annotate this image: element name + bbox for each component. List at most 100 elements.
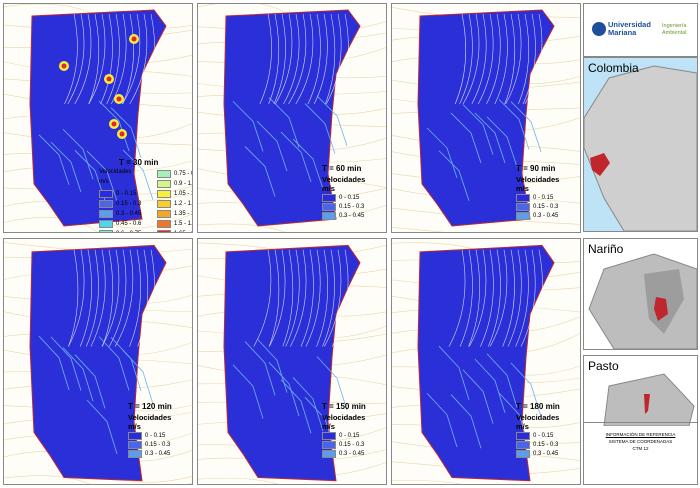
- basin-contour: [100, 13, 113, 105]
- basin-contour: [290, 249, 307, 347]
- basin-contour: [518, 13, 530, 105]
- basin-contour: [259, 13, 272, 105]
- stream: [256, 120, 288, 172]
- legend-item: 0.15 - 0.3: [128, 440, 172, 449]
- basin-contour: [74, 13, 92, 105]
- basin-contour: [494, 13, 508, 105]
- legend-item: 0.75 - 0.9: [157, 169, 192, 178]
- basin-contour: [454, 13, 467, 105]
- stream: [438, 345, 470, 401]
- stream: [268, 97, 300, 148]
- basin-contour: [269, 249, 286, 347]
- contour-line: [392, 479, 462, 484]
- basin-contour: [507, 249, 522, 347]
- university-logo-text: Universidad Mariana: [608, 20, 651, 37]
- time-label: T = 30 min: [119, 158, 159, 167]
- legend-unit: m/s: [516, 422, 529, 431]
- stream: [316, 356, 348, 411]
- info-title: INFORMACIÓN DE REFERENCIA: [605, 432, 676, 437]
- contour-line: [392, 227, 444, 232]
- legend-item: 0.6 - 0.75: [99, 229, 157, 232]
- basin-contour: [268, 249, 280, 347]
- coord-ctm: CTM 12: [632, 446, 649, 451]
- legend-item: 0.15 - 0.3: [516, 202, 559, 211]
- basin-contour: [325, 13, 336, 105]
- basin-contour: [469, 249, 487, 347]
- basin-contour: [324, 249, 342, 347]
- basin-contour: [486, 13, 501, 105]
- legend-item: 0 - 0.15: [128, 431, 172, 440]
- basin-contour: [137, 249, 149, 347]
- basin-highlight: [644, 394, 650, 414]
- basin-contour: [305, 249, 321, 347]
- time-label: T = 150 min: [322, 402, 366, 411]
- stream: [426, 393, 458, 448]
- basin-contour: [459, 249, 473, 347]
- basin-contour: [331, 249, 349, 347]
- stream: [86, 399, 118, 454]
- legend-item: 1.35 - 1.5: [157, 209, 192, 218]
- stream: [280, 379, 312, 434]
- stream: [510, 101, 542, 152]
- stream: [86, 150, 118, 202]
- basin-contour: [471, 13, 487, 105]
- narino-label: Nariño: [588, 242, 624, 256]
- basin-contour: [295, 13, 314, 105]
- legend-unit: m/s: [516, 184, 529, 193]
- basin-contour: [142, 249, 155, 347]
- basin-contour: [109, 249, 127, 347]
- basin-contour: [68, 249, 79, 347]
- stream: [50, 141, 82, 193]
- time-label: T = 180 min: [516, 402, 560, 411]
- legend-item: 0.3 - 0.45: [322, 449, 366, 458]
- basin-contour: [253, 249, 272, 347]
- legend-item: 1.65 - 1.8: [157, 229, 192, 232]
- legend-title: Velocidades: [516, 413, 560, 422]
- stream: [486, 116, 518, 168]
- pasto-highlight: [654, 297, 668, 321]
- legend-unit: m/s: [99, 179, 109, 185]
- coord-system: SISTEMA DE COORDENADAS: [608, 439, 673, 444]
- time-label: T = 120 min: [128, 402, 172, 411]
- basin-contour: [448, 249, 466, 347]
- basin-contour: [504, 13, 516, 105]
- basin-contour: [480, 249, 494, 347]
- legend-item: 0.3 - 0.45: [516, 211, 559, 220]
- pasto-label: Pasto: [588, 359, 619, 373]
- basin-contour: [477, 13, 494, 105]
- stream: [510, 362, 542, 417]
- legend-item: 0.15 - 0.3: [516, 440, 560, 449]
- stream: [280, 131, 312, 183]
- basin-contour: [102, 249, 114, 347]
- contour-line: [4, 216, 192, 232]
- basin-contour: [505, 13, 522, 105]
- basin-contour: [288, 13, 307, 105]
- basin-area: [29, 244, 167, 482]
- stream: [122, 350, 154, 405]
- basin-contour: [64, 13, 78, 105]
- basin-contour: [122, 13, 141, 105]
- basin-contour: [282, 249, 294, 347]
- basin-contour: [300, 249, 314, 347]
- basin-contour: [106, 13, 120, 105]
- stream: [486, 353, 518, 408]
- logo-box: Universidad Mariana Ingeniería Ambiental: [583, 3, 698, 57]
- basin-contour: [322, 249, 335, 347]
- narino-map: Nariño: [583, 238, 698, 350]
- basin-contour: [313, 13, 328, 105]
- basin-contour: [285, 249, 300, 347]
- basin-contour: [86, 249, 99, 347]
- legend-unit: m/s: [322, 422, 335, 431]
- basin-contour: [101, 249, 120, 347]
- legend-unit: m/s: [128, 422, 141, 431]
- narino-highlight: [590, 153, 610, 176]
- stream: [438, 150, 470, 201]
- legend-title: Velocidades: [516, 175, 560, 184]
- basin-contour: [488, 249, 501, 347]
- legend-item: 0.45 - 0.6: [99, 219, 157, 228]
- stream: [232, 364, 264, 419]
- stream: [450, 394, 482, 449]
- basin-contour: [307, 13, 321, 105]
- stream: [232, 101, 264, 152]
- basin-contour: [275, 13, 293, 105]
